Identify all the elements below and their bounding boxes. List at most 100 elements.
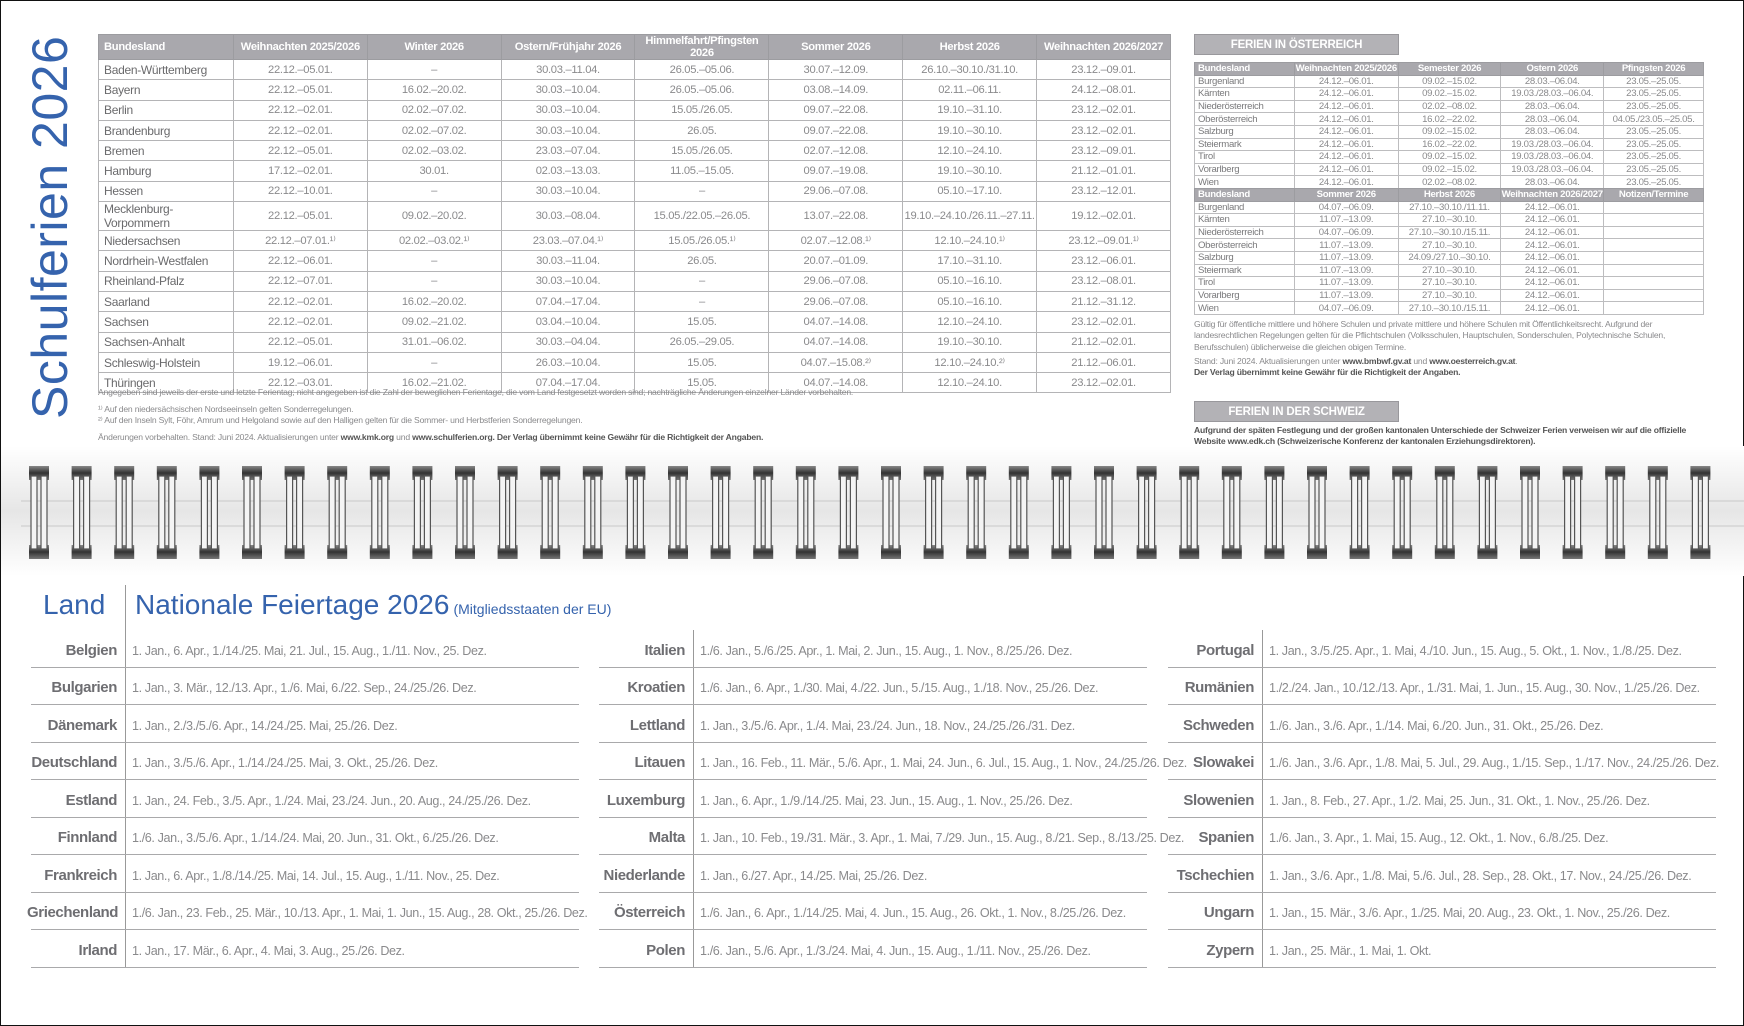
holiday-dates: 1./6. Jan., 5./6. Apr., 1./3./24. Mai, 4… [700, 943, 1091, 958]
row-label: Tirol [1194, 150, 1295, 164]
country-name: Polen [646, 941, 685, 959]
row-label: Salzburg [1194, 250, 1295, 265]
column-header: Herbst 2026 [902, 34, 1038, 60]
row-label: Burgenland [1194, 74, 1295, 89]
table-cell: 05.10.–16.10. [902, 290, 1038, 313]
table-cell: – [366, 270, 502, 292]
spiral-ring [156, 466, 177, 559]
column-header: Sommer 2026 [1293, 188, 1399, 202]
holiday-dates: 1. Jan., 24. Feb., 3./5. Apr., 1./24. Ma… [132, 793, 531, 808]
row-label: Niederösterreich [1194, 225, 1295, 240]
table-cell: 27.10.–30.10. [1397, 213, 1502, 227]
table-cell: 23.12.–08.01. [1036, 270, 1171, 292]
kmk-link[interactable]: www.kmk.org [340, 432, 395, 442]
table-cell: 09.07.–22.08. [768, 99, 904, 121]
table-cell: 15.05./26.05. [634, 140, 770, 162]
table-cell: 19.10.–30.10. [902, 331, 1038, 353]
table-cell: 23.05.–25.05. [1603, 150, 1704, 164]
spiral-binding [1, 446, 1744, 576]
list-item: Lettland 1. Jan., 3./5./6. Apr., 1./4. Ma… [599, 705, 1147, 743]
country-name: Estland [65, 791, 118, 809]
country-name: Griechenland [27, 904, 119, 921]
oesterreich-link[interactable]: www.oesterreich.gv.at [1429, 355, 1516, 366]
list-item: Slowenien 1. Jan., 8. Feb., 27. Apr., 1./… [1168, 780, 1716, 818]
table-cell: 26.05. [634, 250, 770, 272]
table-cell: 16.02.–21.02. [366, 372, 502, 394]
table-row: Salzburg 11.07.–13.09. 24.09./27.10.–30.10… [1194, 250, 1704, 265]
list-item: Niederlande 1. Jan., 6./27. Apr., 14./25.… [599, 855, 1147, 893]
table-cell: 23.05.–25.05. [1603, 162, 1704, 177]
table-cell: 23.12.–06.01. [1036, 250, 1171, 272]
table-cell: 27.10.–30.10./11.11. [1397, 200, 1502, 215]
table-cell: 22.12.–05.01. [232, 58, 368, 81]
table-cell: 05.10.–16.10. [902, 270, 1038, 292]
table-cell: 24.12.–06.01. [1500, 276, 1605, 290]
country-name: Schweden [1183, 716, 1254, 734]
table-row: Berlin 22.12.–02.01. 02.02.–07.02. 30.03.–1… [98, 99, 1171, 121]
table-row: Rheinland-Pfalz 22.12.–07.01. –30.03.–10.0… [98, 270, 1171, 292]
column-header: Notizen/Termine [1603, 188, 1704, 202]
table-row: Brandenburg 22.12.–02.01. 02.02.–07.02. 30.… [98, 119, 1171, 142]
row-label: Steiermark [1194, 263, 1295, 278]
table-cell: 23.03.–07.04.¹⁾ [500, 230, 636, 252]
row-label: Nordrhein-Westfalen [98, 250, 234, 272]
spiral-ring [29, 466, 49, 559]
table-cell: 09.02.–15.02. [1397, 150, 1502, 164]
holiday-dates: 1./6. Jan., 3./5./6. Apr., 1./14./24. Ma… [132, 831, 499, 845]
table-cell: 24.12.–06.01. [1500, 238, 1605, 252]
holiday-dates: 1./6. Jan., 3./6. Apr., 1./14. Mai, 6./2… [1269, 718, 1604, 733]
table-row: Nordrhein-Westfalen 22.12.–06.01. –30.03.–… [98, 250, 1171, 272]
table-cell: 04.07.–14.08. [768, 331, 904, 353]
table-cell: 30.03.–10.04. [500, 270, 636, 292]
country-name: Zypern [1206, 941, 1254, 959]
austria-table-2: Bundesland Sommer 2026 Herbst 2026 Weihnach… [1194, 188, 1704, 315]
table-row: Steiermark 24.12.–06.01. 16.02.–22.02. 19.0… [1194, 137, 1704, 152]
bmbwf-link[interactable]: www.bmbwf.gv.at [1342, 355, 1412, 366]
country-name: Bulgarien [51, 679, 117, 696]
germany-update-note: Änderungen vorbehalten. Stand: Juni 2024… [98, 432, 853, 443]
list-item: Griechenland 1./6. Jan., 23. Feb., 25. Mä… [27, 893, 588, 930]
country-name: Spanien [1198, 829, 1254, 846]
table-cell: 30.03.–11.04. [500, 58, 636, 81]
spiral-ring [199, 466, 220, 559]
spiral-ring [1051, 466, 1072, 559]
table-cell: 28.03.–06.04. [1500, 175, 1605, 189]
row-label: Brandenburg [98, 119, 234, 142]
spiral-ring [1349, 466, 1370, 559]
holiday-dates: 1. Jan., 25. Mär., 1. Mai, 1. Okt. [1269, 943, 1432, 958]
country-name: Irland [78, 941, 118, 959]
table-cell: 07.04.–17.04. [500, 290, 636, 313]
spiral-ring [710, 466, 731, 559]
table-cell: 09.02.–15.02. [1397, 162, 1502, 177]
schulferien-link[interactable]: www.schulferien.org [412, 432, 493, 442]
table-cell: 15.05. [634, 372, 770, 394]
table-cell: 24.12.–08.01. [1036, 79, 1171, 101]
table-cell: 02.02.–03.02.¹⁾ [366, 230, 502, 252]
table-cell: 19.12.–02.01. [1036, 201, 1171, 232]
table-cell: 30.03.–10.04. [500, 180, 636, 203]
holiday-dates: 1. Jan., 3./5./6. Apr., 1./4. Mai, 23./2… [700, 718, 1075, 733]
table-cell: 22.12.–07.01.¹⁾ [232, 230, 368, 252]
table-cell: 16.02.–22.02. [1397, 137, 1502, 152]
table-cell: 23.03.–07.04. [500, 140, 636, 162]
table-cell: 12.10.–24.10. [902, 311, 1038, 333]
table-cell: 22.12.–02.01. [232, 99, 368, 121]
table-cell: 23.12.–09.01. [1036, 58, 1171, 81]
country-name: Niederlande [603, 866, 686, 884]
table-cell: 04.07.–14.08. [768, 372, 904, 394]
table-cell: 22.12.–02.01. [232, 311, 368, 333]
table-cell: 28.03.–06.04. [1500, 112, 1605, 126]
column-header: Semester 2026 [1397, 62, 1502, 76]
table-cell: – [634, 290, 770, 313]
table-row: Vorarlberg 11.07.–13.09. 27.10.–30.10. 24.1… [1194, 288, 1704, 303]
table-cell: 23.05.–25.05. [1603, 74, 1704, 89]
table-cell: 23.05.–25.05. [1603, 99, 1704, 114]
table-row: Oberösterreich 11.07.–13.09. 27.10.–30.10.… [1194, 238, 1704, 252]
row-label: Vorarlberg [1194, 288, 1295, 303]
table-cell: 22.12.–06.01. [232, 250, 368, 272]
table-cell: 30.07.–12.09. [768, 58, 904, 81]
holidays-title-text: Nationale Feiertage 2026 [135, 589, 450, 620]
table-cell: 04.07.–06.09. [1293, 301, 1399, 315]
holidays-title: Nationale Feiertage 2026 (Mitgliedsstaate… [135, 589, 611, 621]
spiral-ring [1179, 466, 1200, 559]
